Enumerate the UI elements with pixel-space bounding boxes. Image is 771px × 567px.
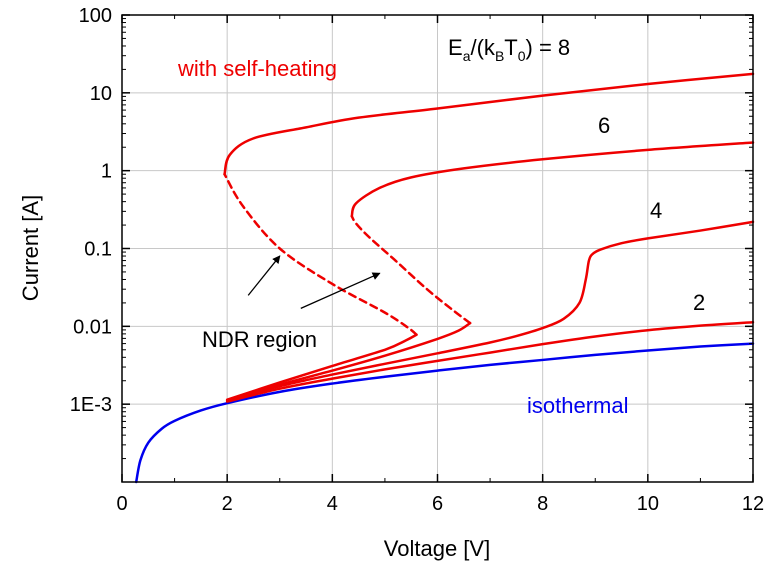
annotation-label-2: 2 [693, 290, 705, 315]
x-axis-title: Voltage [V] [384, 536, 490, 561]
ea-mid: /(k [470, 35, 495, 60]
series-line-7 [223, 172, 418, 336]
ea-e: E [448, 35, 463, 60]
annotation-ea-label: Ea/(kBT0) = 8 [448, 35, 570, 64]
ea-sub-a: a [463, 48, 471, 64]
axis-ticks [121, 14, 754, 482]
x-tick-label: 0 [116, 493, 127, 515]
y-tick-label: 100 [79, 5, 112, 27]
annotation-self-heating: with self-heating [177, 56, 337, 81]
ea-t: T [504, 35, 517, 60]
y-tick-label: 1E-3 [70, 394, 112, 416]
y-tick-label: 1 [101, 161, 112, 183]
y-tick-label: 10 [90, 83, 112, 105]
x-tick-label: 4 [327, 493, 338, 515]
y-tick-label: 0.01 [73, 316, 112, 338]
annotation-label-4: 4 [650, 198, 662, 223]
ea-end: ) = 8 [526, 35, 571, 60]
series-line-8 [223, 72, 755, 176]
series-line-3 [225, 321, 472, 402]
y-tick-label: 0.1 [84, 239, 112, 261]
series-line-6 [225, 333, 418, 401]
series-line-1 [225, 320, 755, 403]
tick-labels: 0 2 4 6 8 10 12 1E-3 0.01 0.1 1 10 100 [70, 5, 764, 515]
series-line-4 [350, 214, 472, 325]
x-tick-label: 12 [742, 493, 764, 515]
annotation-label-6: 6 [598, 113, 610, 138]
data-series [134, 72, 755, 484]
series-line-0 [134, 342, 755, 484]
y-axis-title: Current [A] [18, 195, 43, 301]
x-tick-label: 8 [537, 493, 548, 515]
annotation-arrow-1 [300, 272, 381, 309]
series-line-5 [350, 141, 755, 218]
annotation-isothermal: isothermal [527, 393, 628, 418]
x-tick-label: 10 [637, 493, 659, 515]
ea-sub-b: B [495, 48, 504, 64]
x-tick-label: 2 [222, 493, 233, 515]
series-line-2 [225, 220, 755, 403]
annotation-arrow-0 [247, 255, 281, 296]
ea-sub-zero: 0 [518, 48, 526, 64]
x-tick-label: 6 [432, 493, 443, 515]
annotation-ndr-region: NDR region [202, 327, 317, 352]
grid-lines [122, 15, 753, 482]
annotation-arrows [247, 255, 381, 309]
